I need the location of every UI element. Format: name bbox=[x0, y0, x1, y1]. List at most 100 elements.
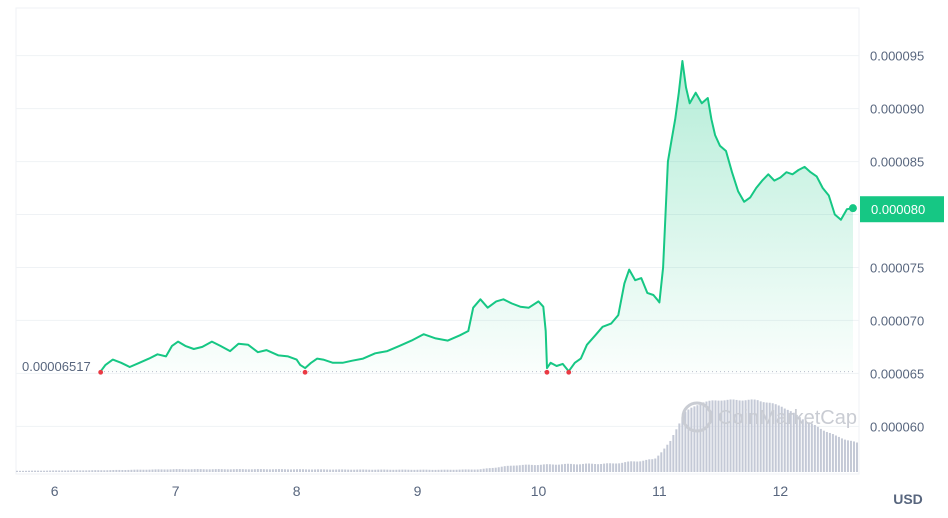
volume-bar bbox=[332, 469, 335, 472]
volume-bar bbox=[196, 469, 199, 472]
volume-bar bbox=[594, 464, 597, 472]
currency-label: USD bbox=[893, 491, 923, 507]
volume-bar bbox=[795, 414, 798, 472]
volume-bar bbox=[702, 402, 705, 472]
volume-bar bbox=[563, 463, 566, 472]
volume-bar bbox=[497, 467, 500, 472]
volume-bar bbox=[34, 470, 37, 472]
volume-bar bbox=[771, 403, 774, 472]
volume-bar bbox=[542, 464, 545, 472]
volume-bar bbox=[639, 461, 642, 472]
volume-bar bbox=[308, 469, 311, 472]
volume-bar bbox=[19, 470, 22, 472]
volume-bar bbox=[277, 469, 280, 472]
y-tick-label: 0.000095 bbox=[870, 49, 924, 64]
x-axis: 6 7 8 9 10 11 12 bbox=[51, 483, 789, 499]
volume-bar bbox=[416, 469, 419, 472]
volume-bar bbox=[579, 464, 582, 472]
down-marker bbox=[302, 369, 308, 375]
volume-bar bbox=[136, 469, 139, 472]
volume-bar bbox=[208, 469, 211, 472]
volume-bar bbox=[687, 409, 690, 472]
volume-bar bbox=[55, 470, 58, 472]
volume-bar bbox=[437, 469, 440, 472]
current-price-badge[interactable]: 0.000080 bbox=[860, 196, 944, 223]
volume-bar bbox=[536, 465, 539, 472]
volume-bar bbox=[621, 462, 624, 472]
volume-bar bbox=[557, 464, 560, 472]
x-tick-label: 8 bbox=[293, 483, 301, 499]
volume-bar bbox=[289, 469, 292, 472]
volume-bar bbox=[431, 469, 434, 472]
volume-bar bbox=[720, 400, 723, 472]
volume-bar bbox=[28, 470, 31, 472]
volume-bar bbox=[232, 469, 235, 472]
volume-bar bbox=[329, 469, 332, 472]
volume-bar bbox=[783, 408, 786, 472]
volume-bar bbox=[383, 469, 386, 472]
volume-bar bbox=[341, 469, 344, 472]
volume-bar bbox=[588, 463, 591, 472]
volume-bar bbox=[40, 470, 43, 472]
volume-bar bbox=[271, 469, 274, 472]
x-tick-label: 12 bbox=[773, 483, 789, 499]
volume-bar bbox=[735, 399, 738, 472]
volume-bar bbox=[732, 399, 735, 472]
volume-bar bbox=[238, 469, 241, 472]
volume-bar bbox=[374, 469, 377, 472]
volume-bar bbox=[353, 469, 356, 472]
volume-bar bbox=[765, 402, 768, 472]
volume-bar bbox=[256, 469, 259, 472]
volume-bar bbox=[389, 469, 392, 472]
x-tick-label: 7 bbox=[172, 483, 180, 499]
volume-bar bbox=[85, 470, 88, 472]
volume-bar bbox=[545, 464, 548, 472]
volume-bar bbox=[494, 467, 497, 472]
y-tick-label: 0.000060 bbox=[870, 419, 924, 434]
volume-bar bbox=[46, 470, 49, 472]
volume-bar bbox=[551, 464, 554, 472]
volume-bar bbox=[693, 406, 696, 472]
volume-bar bbox=[338, 469, 341, 472]
y-tick-label: 0.000085 bbox=[870, 155, 924, 170]
volume-bar bbox=[401, 469, 404, 472]
volume-bar bbox=[569, 463, 572, 472]
volume-bar bbox=[422, 469, 425, 472]
volume-bar bbox=[470, 469, 473, 472]
volume-bar bbox=[651, 459, 654, 472]
y-tick-label: 0.000090 bbox=[870, 102, 924, 117]
volume-bar bbox=[630, 461, 633, 472]
volume-bar bbox=[280, 469, 283, 472]
volume-bar bbox=[311, 469, 314, 472]
volume-bar bbox=[449, 469, 452, 472]
volume-bar bbox=[335, 469, 338, 472]
current-price-label: 0.000080 bbox=[871, 202, 925, 217]
volume-bar bbox=[106, 470, 109, 472]
volume-bar bbox=[759, 401, 762, 472]
volume-bar bbox=[154, 469, 157, 472]
volume-bar bbox=[259, 469, 262, 472]
volume-bar bbox=[612, 463, 615, 472]
volume-bar bbox=[268, 469, 271, 472]
volume-bar bbox=[723, 400, 726, 472]
volume-bar bbox=[103, 470, 106, 472]
volume-bar bbox=[25, 470, 28, 472]
volume-bar bbox=[326, 469, 329, 472]
volume-bar bbox=[121, 469, 124, 472]
volume-bar bbox=[560, 464, 563, 472]
volume-bar bbox=[181, 469, 184, 472]
volume-bar bbox=[217, 469, 220, 472]
volume-bar bbox=[223, 469, 226, 472]
volume-bar bbox=[22, 470, 25, 472]
volume-bar bbox=[741, 400, 744, 472]
volume-bar bbox=[855, 442, 858, 472]
volume-bar bbox=[675, 429, 678, 472]
volume-bar bbox=[527, 464, 530, 472]
down-marker bbox=[544, 369, 550, 375]
volume-bar bbox=[64, 470, 67, 472]
volume-bar bbox=[145, 469, 148, 472]
volume-bar bbox=[657, 455, 660, 472]
volume-bar bbox=[506, 465, 509, 472]
volume-bar bbox=[777, 405, 780, 472]
volume-bar bbox=[79, 470, 82, 472]
